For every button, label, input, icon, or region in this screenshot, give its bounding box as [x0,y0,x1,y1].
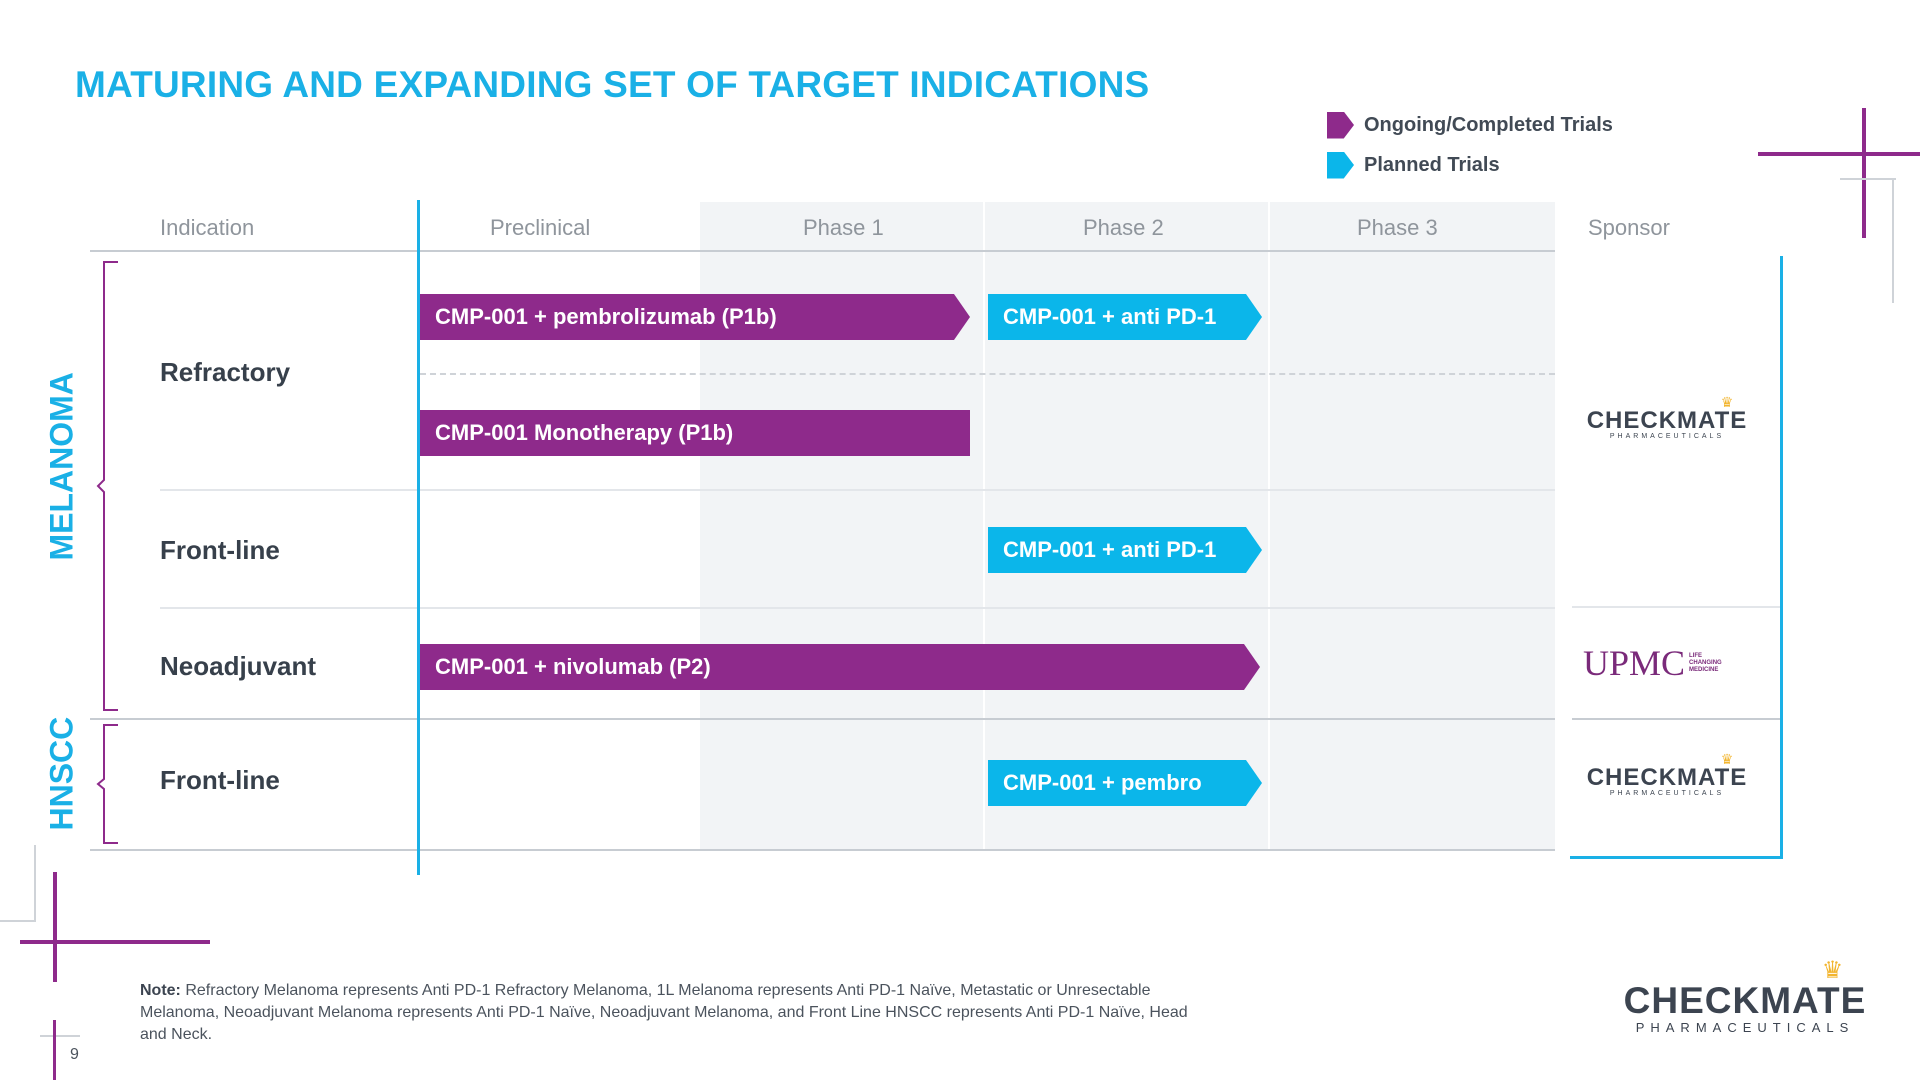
planned-swatch-icon [1327,151,1354,179]
legend-item-planned: Planned Trials [1327,150,1613,180]
decorative-cross-line [1892,178,1894,303]
upmc-tagline-line: MEDICINE [1689,666,1719,673]
decorative-cross-line [1758,152,1920,156]
group-label-melanoma: MELANOMA [43,372,80,561]
row-divider-dashed [420,373,1555,375]
sponsor-logo-checkmate: ♛ CHECKMATE PHARMACEUTICALS [1582,752,1752,797]
header-preclinical: Preclinical [490,215,591,240]
sponsor-logo-upmc: UPMC LIFE CHANGING MEDICINE [1583,642,1722,684]
column-divider [1268,202,1270,850]
page-number: 9 [70,1046,79,1063]
group-label-hnscc: HNSCC [43,716,80,831]
trial-bar-pembrolizumab-p1b: CMP-001 + pembrolizumab (P1b) [420,294,970,340]
upmc-tagline: LIFE CHANGING MEDICINE [1689,653,1722,674]
crown-icon: ♛ [1720,751,1734,767]
upmc-wordmark: UPMC [1583,643,1686,683]
upmc-tagline-line: CHANGING [1689,659,1722,666]
checkmate-wordmark: CHECKMATE [1586,764,1748,791]
table-bottom-rule [90,849,1555,851]
decorative-cross-line [40,1035,80,1037]
header-sponsor: Sponsor [1588,215,1670,240]
decorative-cross-line [20,940,210,944]
page-title: MATURING AND EXPANDING SET OF TARGET IND… [75,64,1150,105]
group-divider [90,718,1555,720]
row-label-refractory: Refractory [160,357,291,387]
decorative-cross-line [53,872,57,982]
row-divider [160,489,1555,491]
trial-bar-nivolumab-p2: CMP-001 + nivolumab (P2) [420,644,1260,690]
crown-icon: ♛ [1720,394,1734,410]
trial-bar-monotherapy-p1b: CMP-001 Monotherapy (P1b) [420,410,970,456]
legend: Ongoing/Completed Trials Planned Trials [1327,110,1613,190]
ongoing-swatch-icon [1327,111,1354,139]
trial-bar-anti-pd1-refractory: CMP-001 + anti PD-1 [988,294,1262,340]
preclinical-axis [417,200,420,875]
legend-label: Ongoing/Completed Trials [1364,113,1613,136]
row-divider [160,607,1555,609]
header-phase3: Phase 3 [1357,215,1438,240]
brand-wordmark: CHECKMATE [1623,980,1867,1021]
sponsor-column-frame [1570,256,1783,859]
trial-bar-pembro-hnscc: CMP-001 + pembro [988,760,1262,806]
header-indication: Indication [160,215,255,240]
sponsor-logo-checkmate: ♛ CHECKMATE PHARMACEUTICALS [1582,395,1752,440]
checkmate-subtitle: PHARMACEUTICALS [1609,433,1725,440]
column-divider [983,202,985,850]
legend-label: Planned Trials [1364,153,1500,176]
upmc-tagline-line: LIFE [1689,652,1703,659]
brand-subtitle: PHARMACEUTICALS [1635,1020,1855,1035]
checkmate-wordmark: CHECKMATE [1586,407,1748,434]
legend-item-ongoing: Ongoing/Completed Trials [1327,110,1613,140]
footer-brand-logo: ♛ CHECKMATE PHARMACEUTICALS [1610,957,1880,1036]
decorative-cross-line [34,845,36,922]
row-label-frontline-melanoma: Front-line [160,535,280,565]
row-label-neoadjuvant: Neoadjuvant [160,651,317,681]
checkmate-subtitle: PHARMACEUTICALS [1609,790,1725,797]
decorative-cross-line [1862,108,1866,238]
header-phase1: Phase 1 [803,215,884,240]
melanoma-bracket [96,261,118,711]
header-rule [90,250,1555,252]
hnscc-bracket [96,724,118,844]
sponsor-divider [1572,718,1780,720]
decorative-cross-line [1840,178,1896,180]
header-phase2: Phase 2 [1083,215,1164,240]
footnote-text: Refractory Melanoma represents Anti PD-1… [140,982,1188,1043]
sponsor-divider [1572,606,1780,608]
crown-icon: ♛ [1821,957,1844,984]
row-label-frontline-hnscc: Front-line [160,765,280,795]
footnote: Note: Refractory Melanoma represents Ant… [140,980,1190,1046]
trial-bar-anti-pd1-frontline: CMP-001 + anti PD-1 [988,527,1262,573]
footnote-label: Note: [140,982,181,999]
decorative-cross-line [0,920,36,922]
decorative-cross-line [53,1020,56,1080]
